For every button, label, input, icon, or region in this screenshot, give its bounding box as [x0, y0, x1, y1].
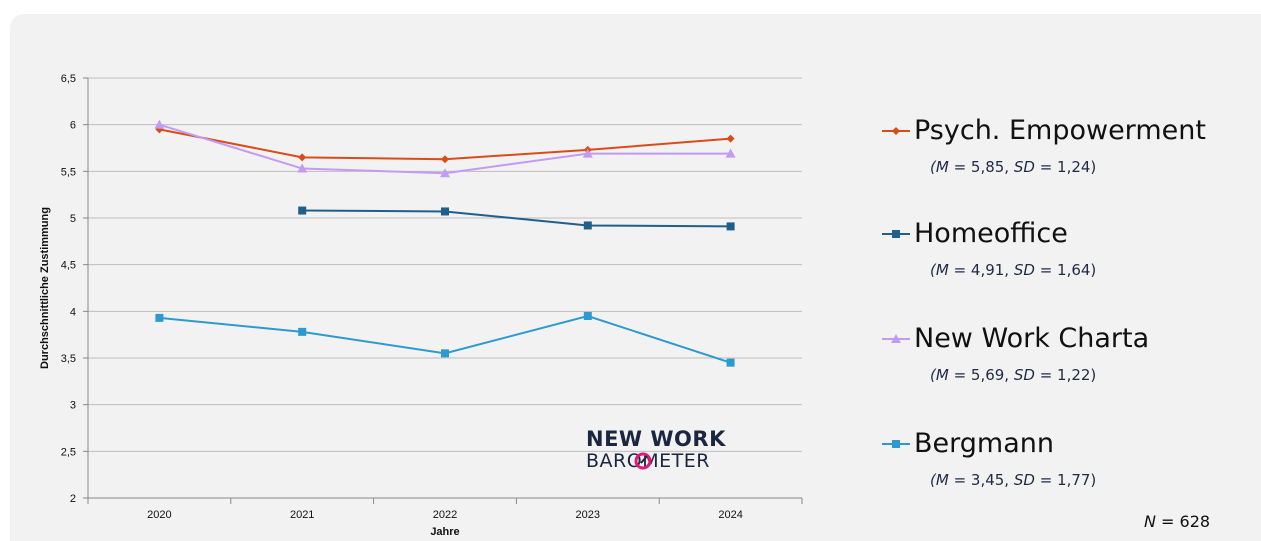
data-point-homeoffice [583, 221, 592, 230]
data-point-homeoffice [298, 206, 307, 215]
logo-line-2: BAROMETER [586, 450, 710, 472]
data-point-new-work-charta [582, 148, 593, 158]
data-point-new-work-charta [725, 148, 736, 158]
data-point-bergmann [583, 312, 592, 320]
legend-stats-new-work-charta: (M = 5,69, SD = 1,22) [930, 366, 1096, 384]
legend-stats-part: (M [930, 471, 949, 489]
legend-stats-part: = 3,45, [948, 471, 1014, 489]
y-tick-label: 4,5 [61, 260, 76, 272]
data-point-psych-empowerment [298, 153, 307, 162]
y-tick-label: 6,5 [61, 73, 76, 85]
legend-stats-part: = 5,69, [948, 366, 1014, 384]
legend-stats-part: (M [930, 366, 949, 384]
x-tick-label: 2022 [433, 509, 457, 521]
x-tick-label: 2023 [576, 509, 600, 521]
series-line-homeoffice [302, 209, 731, 228]
legend-stats-bergmann: (M = 3,45, SD = 1,77) [930, 471, 1096, 489]
y-axis-title: Durchschnittliche Zustimmung [39, 207, 51, 369]
legend-item-new-work-charta: New Work Charta [880, 323, 1149, 354]
legend-stats-part: SD [1013, 471, 1035, 489]
series-line-new-work-charta [159, 123, 731, 175]
sample-size: N = 628 [1144, 512, 1210, 531]
legend-item-bergmann: Bergmann [880, 428, 1054, 459]
y-tick-label: 2,5 [61, 446, 76, 458]
data-point-new-work-charta [297, 163, 308, 173]
legend-item-homeoffice: Homeoffice [880, 218, 1068, 249]
chart-card [10, 14, 1261, 541]
data-point-bergmann [298, 327, 307, 336]
legend-label-new-work-charta: New Work Charta [914, 323, 1150, 354]
data-point-bergmann [155, 313, 164, 322]
legend-swatch-new-work-charta [882, 333, 910, 343]
legend-stats-part: SD [1013, 366, 1035, 384]
sample-size-value: = 628 [1155, 512, 1211, 531]
legend-stats-part: = 1,77) [1034, 471, 1097, 489]
y-tick-label: 5,5 [61, 166, 76, 178]
x-tick-label: 2020 [147, 509, 171, 521]
legend-swatch-homeoffice [882, 229, 910, 238]
data-point-bergmann [441, 349, 449, 358]
legend-label-homeoffice: Homeoffice [914, 218, 1068, 249]
legend-stats-psych-empowerment: (M = 5,85, SD = 1,24) [930, 158, 1096, 176]
y-tick-label: 5 [70, 213, 76, 225]
x-tick-label: 2021 [290, 509, 314, 521]
y-tick-label: 6 [70, 120, 76, 132]
data-point-psych-empowerment [441, 155, 449, 164]
logo-gauge-icon [634, 452, 652, 470]
y-tick-label: 4 [70, 306, 76, 318]
legend-label-psych-empowerment: Psych. Empowerment [914, 115, 1206, 146]
sample-size-symbol: N [1144, 512, 1156, 531]
new-work-barometer-logo: NEW WORK BAROMETER [586, 428, 736, 472]
data-point-psych-empowerment [726, 134, 735, 143]
data-point-new-work-charta [154, 119, 165, 129]
legend-swatch-bergmann [882, 439, 910, 448]
data-point-bergmann [726, 358, 735, 367]
data-point-homeoffice [726, 222, 735, 231]
legend-label-bergmann: Bergmann [914, 428, 1054, 459]
legend-stats-homeoffice: (M = 4,91, SD = 1,64) [930, 261, 1096, 279]
y-tick-label: 3,5 [61, 353, 76, 365]
x-tick-label: 2024 [718, 509, 742, 521]
legend-stats-part: SD [1013, 261, 1035, 279]
legend-stats-part: = 4,91, [948, 261, 1014, 279]
legend-stats-part: (M [930, 261, 949, 279]
logo-line-1: NEW WORK [586, 427, 726, 451]
data-point-homeoffice [441, 207, 449, 216]
y-tick-label: 2 [70, 493, 76, 505]
x-axis-title: Jahre [430, 526, 459, 538]
legend-stats-part: = 1,64) [1034, 261, 1097, 279]
legend-stats-part: SD [1013, 158, 1035, 176]
legend-stats-part: = 1,24) [1034, 158, 1097, 176]
y-tick-label: 3 [70, 400, 76, 412]
legend-stats-part: = 1,22) [1034, 366, 1097, 384]
legend-item-psych-empowerment: Psych. Empowerment [880, 115, 1206, 146]
data-point-new-work-charta [440, 168, 450, 178]
legend-stats-part: (M [930, 158, 949, 176]
series-line-psych-empowerment [159, 128, 731, 161]
legend-stats-part: = 5,85, [948, 158, 1014, 176]
legend-swatch-psych-empowerment [882, 126, 910, 135]
